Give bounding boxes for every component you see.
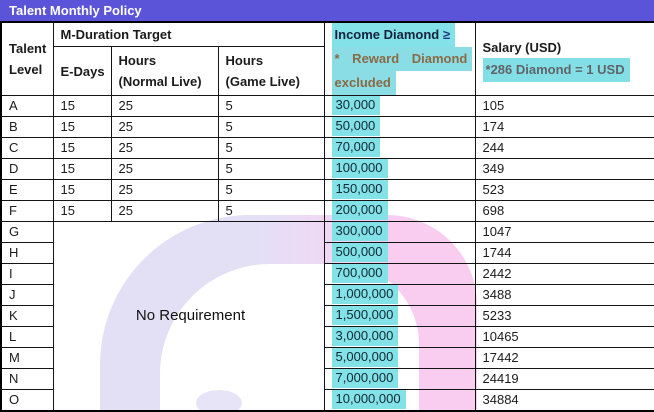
table-row-d: D 15 25 5 100,000 349 [0,157,654,180]
col-header-hours-game: Hours (Game Live) [217,46,325,96]
salary-title: Salary (USD) [482,39,562,55]
edays-cell: 15 [52,136,112,159]
talent-level-cell: B [0,115,54,138]
salary-cell: 1744 [474,241,654,264]
header-row-2: E-Days Hours (Normal Live) Hours (Game L… [1,46,654,96]
income-cell: 5,000,000 [323,346,476,369]
income-cell: 1,500,000 [323,304,476,327]
no-requirement-cell: No Requirement [52,220,325,412]
income-header-highlight: Income Diamond ≥ [331,23,456,47]
col-header-m-duration: M-Duration Target [52,21,325,47]
talent-level-cell: N [0,367,54,390]
income-cell: 7,000,000 [323,367,476,390]
hours-normal-cell: 25 [110,95,219,117]
edays-cell: 15 [52,199,112,222]
salary-cell: 698 [474,199,654,222]
talent-label: Talent [9,41,47,56]
salary-cell: 10465 [474,325,654,348]
salary-cell: 244 [474,136,654,159]
salary-cell: 2442 [474,262,654,285]
talent-level-cell: K [0,304,54,327]
salary-cell: 1047 [474,220,654,243]
col-header-salary: Salary (USD) *286 Diamond = 1 USD [474,21,654,96]
talent-level-cell: L [0,325,54,348]
talent-level-cell: M [0,346,54,369]
table-row-a: A 15 25 5 30,000 105 [0,95,654,117]
hours-normal-cell: 25 [110,199,219,222]
level-label: Level [9,62,43,77]
table-row-g: G No Requirement 300,000 1047 [0,220,654,412]
table-row-b: B 15 25 5 50,000 174 [0,115,654,138]
income-cell: 3,000,000 [323,325,476,348]
col-header-talent-level: Talent Level [0,21,54,96]
salary-cell: 24419 [474,367,654,390]
income-cell: 200,000 [323,199,476,222]
talent-level-cell: E [0,178,54,201]
salary-cell: 174 [474,115,654,138]
income-cell: 1,000,000 [323,283,476,306]
hours-game-cell: 5 [217,115,325,138]
hours-game-cell: 5 [217,199,325,222]
income-cell: 100,000 [323,157,476,180]
col-header-hours-normal: Hours (Normal Live) [110,46,219,96]
income-cell: 150,000 [323,178,476,201]
talent-level-cell: C [0,136,54,159]
income-cell: 300,000 [323,220,476,243]
page-title: Talent Monthly Policy [0,0,654,21]
table-row-c: C 15 25 5 70,000 244 [0,136,654,159]
talent-level-cell: F [0,199,54,222]
greater-equal-symbol: ≥ [442,27,451,42]
table-row-n: N 7,000,000 24419 [0,367,654,390]
table-row-h: H 500,000 1744 [0,241,654,264]
salary-cell: 523 [474,178,654,201]
talent-level-cell: I [0,262,54,285]
income-cell: 30,000 [323,95,476,117]
hours-normal-cell: 25 [110,157,219,180]
salary-cell: 349 [474,157,654,180]
salary-cell: 5233 [474,304,654,327]
talent-level-cell: G [0,220,54,243]
salary-cell: 105 [474,95,654,117]
salary-cell: 3488 [474,283,654,306]
excluded-note: excluded [331,71,396,95]
hours-normal-cell: 25 [110,136,219,159]
salary-cell: 17442 [474,346,654,369]
table-row-l: L 3,000,000 10465 [0,325,654,348]
hours-normal-cell: 25 [110,178,219,201]
col-header-edays: E-Days [52,46,112,96]
hours-game-cell: 5 [217,157,325,180]
reward-diamond-note: * Reward Diamond [331,47,473,71]
edays-cell: 15 [52,178,112,201]
diamond-rate-note: *286 Diamond = 1 USD [482,57,630,82]
table-row-j: J 1,000,000 3488 [0,283,654,306]
salary-cell: 34884 [474,388,654,412]
income-cell: 70,000 [323,136,476,159]
hours-normal-cell: 25 [110,115,219,138]
hours-game-cell: 5 [217,178,325,201]
edays-cell: 15 [52,157,112,180]
table-row-f: F 15 25 5 200,000 698 [0,199,654,222]
income-cell: 500,000 [323,241,476,264]
talent-level-cell: O [0,388,54,412]
table-row-k: K 1,500,000 5233 [0,304,654,327]
table-row-o: O 10,000,000 34884 [0,388,654,412]
edays-cell: 15 [52,95,112,117]
income-cell: 10,000,000 [323,388,476,412]
hours-game-cell: 5 [217,136,325,159]
talent-level-cell: A [0,95,54,117]
income-cell: 700,000 [323,262,476,285]
table-row-i: I 700,000 2442 [0,262,654,285]
table-row-e: E 15 25 5 150,000 523 [0,178,654,201]
talent-level-cell: D [0,157,54,180]
income-cell: 50,000 [323,115,476,138]
talent-level-cell: H [0,241,54,264]
header-row-1: Talent Level M-Duration Target Income Di… [0,21,654,96]
hours-game-cell: 5 [217,95,325,117]
talent-level-cell: J [0,283,54,306]
col-header-income-diamond: Income Diamond ≥ * Reward Diamond exclud… [323,21,476,96]
policy-table: Talent Level M-Duration Target Income Di… [0,21,654,412]
edays-cell: 15 [52,115,112,138]
